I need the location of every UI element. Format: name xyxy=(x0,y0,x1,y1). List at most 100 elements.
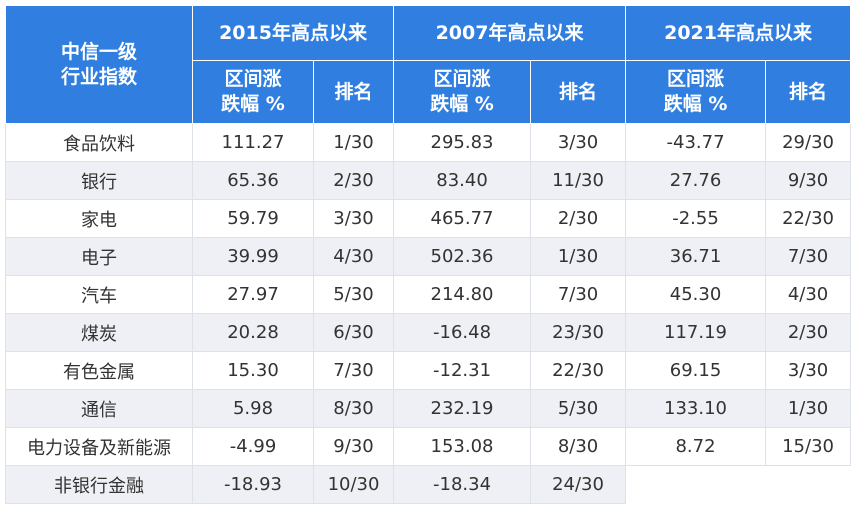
value-cell: 3/30 xyxy=(530,123,627,162)
value-cell: 39.99 xyxy=(192,237,314,276)
value-cell: 1/30 xyxy=(312,123,395,162)
table-row: 家电 59.79 3/30 465.77 2/30 -2.55 22/30 xyxy=(5,199,852,238)
value-cell: 9/30 xyxy=(765,161,852,200)
value-cell: -2.55 xyxy=(625,199,767,238)
value-cell: 2/30 xyxy=(765,313,852,352)
blank-cell xyxy=(625,465,766,504)
value-cell: 27.97 xyxy=(192,275,314,314)
value-cell: 22/30 xyxy=(765,199,852,238)
value-cell: 1/30 xyxy=(530,237,627,276)
header-line: 区间涨 xyxy=(433,68,491,90)
table-row: 银行 65.36 2/30 83.40 11/30 27.76 9/30 xyxy=(5,161,852,200)
group-header: 2021年高点以来 xyxy=(625,5,852,61)
value-cell: 295.83 xyxy=(393,123,532,162)
value-cell: 232.19 xyxy=(393,389,532,428)
value-cell: 59.79 xyxy=(192,199,314,238)
header-line: 排名 xyxy=(559,80,598,103)
sub-header: 排名 xyxy=(530,60,627,124)
value-cell: 15/30 xyxy=(765,427,852,466)
sub-header: 区间涨跌幅 % xyxy=(393,60,532,124)
value-cell: -16.48 xyxy=(393,313,532,352)
industry-cell: 有色金属 xyxy=(5,351,193,390)
sub-header: 区间涨跌幅 % xyxy=(192,60,314,124)
table-row: 有色金属 15.30 7/30 -12.31 22/30 69.15 3/30 xyxy=(5,351,852,390)
value-cell: 22/30 xyxy=(530,351,627,390)
group-header: 2015年高点以来 xyxy=(191,5,395,61)
industry-cell: 银行 xyxy=(5,161,193,200)
table-row: 煤炭 20.28 6/30 -16.48 23/30 117.19 2/30 xyxy=(5,313,852,352)
industry-cell: 非银行金融 xyxy=(5,465,193,504)
value-cell: -18.34 xyxy=(393,465,532,504)
value-cell: -18.93 xyxy=(192,465,314,504)
value-cell: 2/30 xyxy=(530,199,627,238)
value-cell: 20.28 xyxy=(192,313,314,352)
value-cell: 29/30 xyxy=(765,123,852,162)
header-line: 跌幅 % xyxy=(430,93,494,115)
value-cell: 7/30 xyxy=(530,275,627,314)
value-cell: -12.31 xyxy=(393,351,532,390)
value-cell: -43.77 xyxy=(625,123,767,162)
table-header: 中信一级 行业指数 2015年高点以来 2007年高点以来 2021年高点以来 区间涨跌… xyxy=(5,5,852,124)
value-cell: 2/30 xyxy=(312,161,395,200)
value-cell: 5/30 xyxy=(312,275,395,314)
header-line: 行业指数 xyxy=(60,65,137,88)
industry-cell: 通信 xyxy=(5,389,193,428)
value-cell: -4.99 xyxy=(192,427,314,466)
value-cell: 4/30 xyxy=(765,275,852,314)
sub-header: 排名 xyxy=(312,60,395,124)
value-cell: 153.08 xyxy=(393,427,532,466)
value-cell: 502.36 xyxy=(393,237,532,276)
value-cell: 7/30 xyxy=(765,237,852,276)
value-cell: 36.71 xyxy=(625,237,767,276)
blank-cell xyxy=(765,465,851,504)
table-row: 电力设备及新能源 -4.99 9/30 153.08 8/30 8.72 15/30 xyxy=(5,427,852,466)
header-line: 跌幅 % xyxy=(221,93,285,115)
value-cell: 8/30 xyxy=(312,389,395,428)
value-cell: 5/30 xyxy=(530,389,627,428)
value-cell: 117.19 xyxy=(625,313,767,352)
value-cell: 133.10 xyxy=(625,389,767,428)
industry-cell: 煤炭 xyxy=(5,313,193,352)
value-cell: 65.36 xyxy=(192,161,314,200)
value-cell: 83.40 xyxy=(393,161,532,200)
group-header: 2007年高点以来 xyxy=(393,5,627,61)
value-cell: 11/30 xyxy=(530,161,627,200)
header-line: 跌幅 % xyxy=(663,93,728,115)
industry-cell: 家电 xyxy=(5,199,193,238)
value-cell: 3/30 xyxy=(765,351,852,390)
header-line: 区间涨 xyxy=(667,68,725,90)
table-body: 食品饮料 111.27 1/30 295.83 3/30 -43.77 29/30 银行 65.… xyxy=(5,123,852,504)
table-row: 汽车 27.97 5/30 214.80 7/30 45.30 4/30 xyxy=(5,275,852,314)
value-cell: 10/30 xyxy=(312,465,395,504)
header-line: 排名 xyxy=(789,80,828,103)
header-row: 中信一级 行业指数 2015年高点以来 2007年高点以来 2021年高点以来 xyxy=(5,5,852,124)
industry-cell: 电力设备及新能源 xyxy=(5,427,193,466)
ranking-table: 中信一级 行业指数 2015年高点以来 2007年高点以来 2021年高点以来 区间涨跌… xyxy=(5,5,852,504)
value-cell: 7/30 xyxy=(312,351,395,390)
value-cell: 4/30 xyxy=(312,237,395,276)
value-cell: 214.80 xyxy=(393,275,532,314)
industry-cell: 电子 xyxy=(5,237,193,276)
value-cell: 5.98 xyxy=(192,389,314,428)
table-row: 电子 39.99 4/30 502.36 1/30 36.71 7/30 xyxy=(5,237,852,276)
value-cell: 8/30 xyxy=(530,427,627,466)
value-cell: 1/30 xyxy=(765,389,852,428)
table-row: 食品饮料 111.27 1/30 295.83 3/30 -43.77 29/30 xyxy=(5,123,852,162)
value-cell: 9/30 xyxy=(312,427,395,466)
value-cell: 23/30 xyxy=(530,313,627,352)
value-cell: 3/30 xyxy=(312,199,395,238)
value-cell: 24/30 xyxy=(530,465,627,504)
value-cell: 6/30 xyxy=(312,313,395,352)
header-line: 排名 xyxy=(334,80,373,103)
subheader-row: 区间涨 跌幅 % 排名 区间涨 跌幅 % 排名 区间涨 跌幅 % 排名 xyxy=(6,60,852,124)
sub-header: 区间涨跌幅 % xyxy=(625,60,767,124)
value-cell: 15.30 xyxy=(192,351,314,390)
value-cell: 69.15 xyxy=(625,351,767,390)
industry-cell: 汽车 xyxy=(5,275,193,314)
value-cell: 465.77 xyxy=(393,199,532,238)
header-line: 区间涨 xyxy=(224,68,282,90)
value-cell: 8.72 xyxy=(625,427,767,466)
industry-cell: 食品饮料 xyxy=(5,123,193,162)
value-cell: 111.27 xyxy=(192,123,314,162)
